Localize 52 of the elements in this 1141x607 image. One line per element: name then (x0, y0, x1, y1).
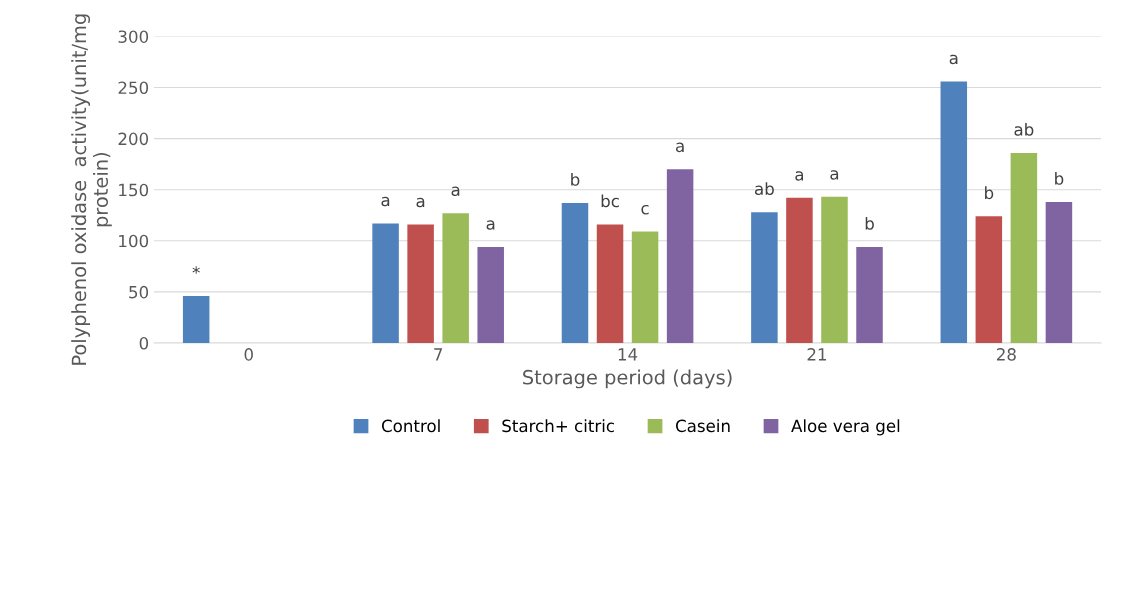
legend-label: Casein (675, 419, 730, 433)
data-label: b (1055, 171, 1064, 185)
data-label: ab (1014, 122, 1034, 136)
data-label: b (571, 172, 580, 186)
data-label: a (949, 54, 958, 65)
bar (182, 295, 210, 343)
data-label: a (795, 171, 804, 181)
legend-label: Control (381, 419, 440, 433)
y-tick-label: 200 (118, 132, 149, 146)
x-tick-label: 0 (244, 348, 253, 361)
bar (631, 231, 659, 343)
y-tick-label: 50 (129, 285, 149, 299)
bar (407, 224, 434, 343)
data-label: a (486, 220, 495, 230)
bar (940, 81, 968, 343)
y-tick-label: 0 (139, 336, 149, 350)
x-tick-label: 21 (807, 348, 827, 361)
data-label: a (451, 186, 460, 197)
y-tick-label: 150 (119, 183, 149, 197)
bar (786, 197, 813, 343)
bar (821, 196, 848, 343)
x-axis-title: Storage period (days) (523, 369, 732, 389)
y-tick-label: 300 (118, 30, 149, 43)
y-tick-label: 100 (119, 234, 149, 248)
data-label: b (985, 186, 994, 200)
bar (561, 202, 589, 343)
bar (1045, 201, 1073, 343)
data-label: a (830, 170, 839, 180)
bar (666, 169, 694, 343)
x-tick-label: 28 (996, 348, 1016, 361)
x-tick-label: 7 (434, 348, 443, 361)
y-axis-title: Polyphenol oxidase activity(unit/mg protein) (71, 14, 112, 365)
bar (442, 213, 469, 343)
data-label: c (641, 204, 649, 215)
bar (372, 223, 399, 343)
data-label: b (865, 216, 874, 230)
x-tick-label: 14 (618, 348, 638, 361)
legend-label: Starch+ citric (502, 419, 614, 433)
data-label: a (676, 142, 684, 153)
legend-label: Aloe vera gel (791, 419, 900, 436)
bar (751, 212, 778, 343)
data-label: a (381, 196, 390, 207)
bar (975, 216, 1003, 343)
bar (477, 246, 504, 343)
bar (1010, 152, 1038, 343)
bar (856, 246, 883, 343)
data-label: ab (755, 182, 774, 196)
data-label: * (192, 266, 200, 274)
y-tick-label: 250 (118, 81, 149, 95)
bar (596, 224, 624, 343)
data-label: a (416, 197, 425, 208)
data-label: bc (601, 194, 619, 208)
